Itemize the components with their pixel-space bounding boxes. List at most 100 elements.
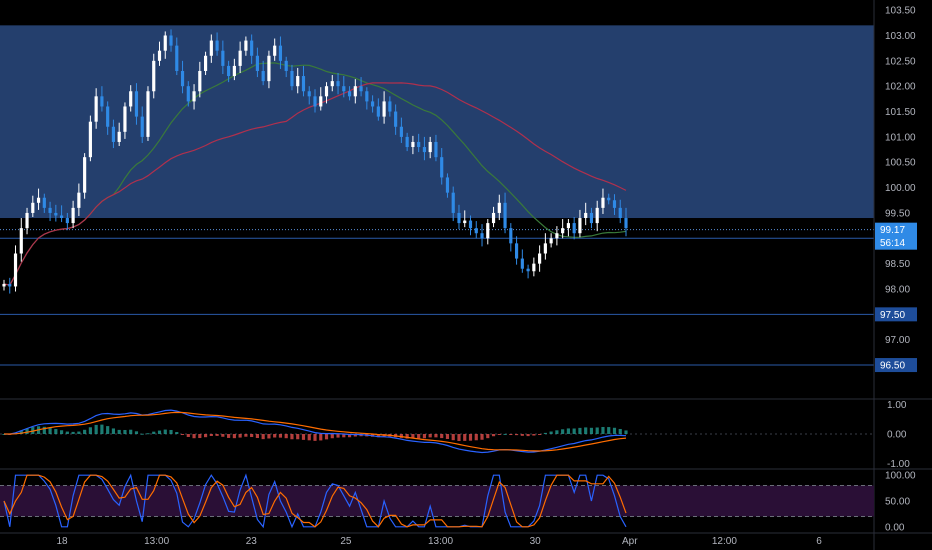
macd-histogram-bar	[83, 429, 87, 434]
candle-body	[250, 40, 254, 56]
candle-body	[215, 40, 219, 51]
candle-body	[555, 233, 559, 239]
candle-body	[538, 253, 542, 264]
candle-body	[428, 141, 432, 153]
candle-body	[474, 228, 478, 234]
candle-body	[36, 197, 41, 203]
candle-body	[371, 101, 375, 107]
time-tick-label: 13:00	[144, 536, 169, 547]
candle-body	[578, 218, 582, 234]
macd-histogram-bar	[434, 434, 438, 438]
macd-histogram-bar	[146, 433, 150, 435]
level-tag-bg	[875, 307, 917, 322]
time-tick-label: 13:00	[428, 536, 453, 547]
price-zone	[0, 25, 874, 219]
candle-body	[203, 55, 208, 71]
candle-body	[451, 192, 455, 213]
candle-body	[336, 81, 340, 87]
macd-histogram-bar	[238, 434, 242, 438]
candle-body	[324, 86, 329, 97]
macd-histogram-bar	[100, 424, 104, 434]
macd-histogram-bar	[209, 434, 213, 437]
candle-body	[445, 177, 450, 193]
macd-histogram-bar	[497, 434, 501, 435]
candle-body	[486, 223, 490, 239]
candle-body	[330, 81, 334, 87]
macd-histogram-bar	[538, 434, 542, 435]
candle-body	[42, 197, 46, 208]
macd-histogram-bar	[618, 428, 622, 434]
macd-histogram-bar	[261, 434, 265, 440]
candle-body	[221, 50, 225, 66]
macd-histogram-bar	[457, 434, 461, 442]
macd-histogram-bar	[451, 434, 455, 441]
macd-histogram-bar	[353, 434, 357, 437]
macd-histogram-bar	[278, 434, 283, 438]
candlesticks	[2, 29, 628, 294]
macd-histogram-bar	[71, 431, 75, 434]
stoch-tick-label: 50.00	[885, 497, 910, 508]
stoch-d-line	[3, 474, 627, 528]
macd-histogram-bar	[48, 427, 52, 434]
candle-body	[503, 202, 507, 229]
candle-body	[111, 126, 116, 142]
current-price-label: 99.17	[880, 225, 905, 236]
macd-histogram-bar	[106, 426, 110, 434]
candle-body	[290, 70, 294, 87]
price-levels	[0, 229, 874, 366]
macd-histogram-bar	[549, 431, 553, 434]
macd-histogram-bar	[405, 434, 409, 439]
macd-histogram-bar	[180, 434, 185, 435]
macd-histogram-bar	[324, 434, 329, 440]
macd-histogram-bar	[169, 429, 173, 434]
macd-histogram-bar	[192, 434, 196, 439]
macd-histogram-bar	[584, 427, 588, 434]
candle-body	[31, 202, 35, 213]
candle-body	[549, 238, 553, 244]
candle-body	[284, 60, 288, 71]
macd-histogram-bar	[77, 431, 81, 434]
time-tick-label: 23	[246, 536, 258, 547]
macd-histogram-bar	[601, 426, 605, 434]
candle-body	[296, 76, 300, 87]
macd-histogram-bar	[561, 429, 565, 434]
macd-histogram-bar	[347, 434, 352, 438]
axes: 103.50 103.00 102.50 102.00 101.50 101.00 100.…	[56, 6, 917, 547]
macd-tick-label: 0.00	[887, 430, 907, 441]
candle-body	[146, 91, 150, 137]
candle-body	[457, 212, 461, 224]
candle-body	[566, 223, 570, 229]
price-tick-label: 102.50	[885, 56, 916, 67]
level-tag-bg	[875, 358, 917, 373]
macd-histogram-bar	[60, 430, 64, 434]
candle-body	[342, 86, 346, 92]
candle-body	[65, 218, 69, 224]
macd-histogram-bar	[612, 427, 617, 434]
macd-histogram-bar	[411, 434, 415, 439]
macd-histogram-bar	[319, 434, 323, 441]
macd-histogram-bar	[440, 434, 444, 439]
macd-histogram-bar	[330, 434, 334, 439]
price-tick-label: 97.00	[885, 335, 910, 346]
macd-histogram-bar	[117, 429, 121, 434]
candle-body	[561, 228, 565, 234]
candle-body	[589, 212, 594, 224]
candle-body	[468, 220, 473, 229]
macd-histogram-bar	[163, 429, 167, 434]
candle-body	[618, 207, 622, 219]
macd-histogram-bar	[290, 434, 294, 440]
macd-histogram-bar	[175, 431, 179, 434]
macd-histogram-bar	[198, 434, 202, 439]
candle-body	[261, 70, 265, 82]
macd-histogram-bar	[134, 431, 139, 434]
macd-histogram-bar	[474, 434, 478, 441]
candle-body	[2, 283, 6, 287]
macd-signal-line	[4, 411, 627, 452]
candle-body	[411, 141, 415, 148]
candle-body	[267, 55, 271, 82]
time-tick-label: 12:00	[712, 536, 737, 547]
macd-histogram-bar	[417, 434, 421, 439]
candle-body	[607, 197, 611, 201]
